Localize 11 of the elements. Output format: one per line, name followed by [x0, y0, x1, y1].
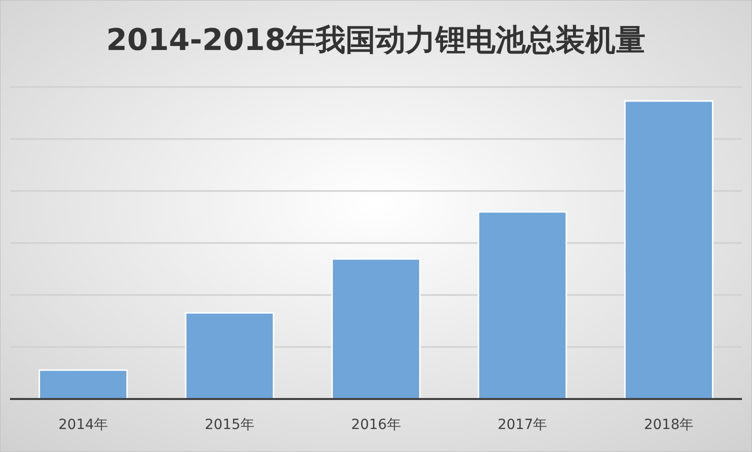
- bar: [184, 312, 274, 400]
- x-tick-label: 2014年: [58, 417, 108, 433]
- bar: [38, 369, 128, 400]
- x-tick-label: 2018年: [644, 417, 694, 433]
- x-tick-label: 2016年: [351, 417, 401, 433]
- bar: [478, 211, 568, 400]
- x-tick-label: 2017年: [498, 417, 548, 433]
- bar: [624, 100, 714, 400]
- chart-title: 2014-2018年我国动力锂电池总装机量: [106, 23, 646, 58]
- bar: [331, 258, 421, 400]
- x-tick-label: 2015年: [204, 417, 254, 433]
